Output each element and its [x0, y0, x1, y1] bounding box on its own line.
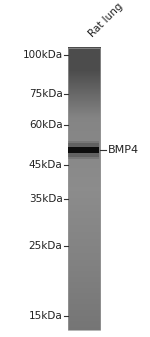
Text: Rat lung: Rat lung [87, 1, 125, 39]
Text: 75kDa: 75kDa [29, 89, 63, 99]
Bar [68, 48, 100, 330]
Text: 60kDa: 60kDa [29, 120, 63, 130]
Text: BMP4: BMP4 [107, 145, 138, 155]
Text: 15kDa: 15kDa [29, 311, 63, 321]
Bar [68, 141, 99, 159]
Text: 45kDa: 45kDa [29, 160, 63, 170]
Text: 25kDa: 25kDa [29, 241, 63, 251]
Text: 35kDa: 35kDa [29, 194, 63, 204]
Bar [68, 147, 99, 153]
Bar [68, 143, 99, 157]
Text: 100kDa: 100kDa [22, 50, 63, 60]
